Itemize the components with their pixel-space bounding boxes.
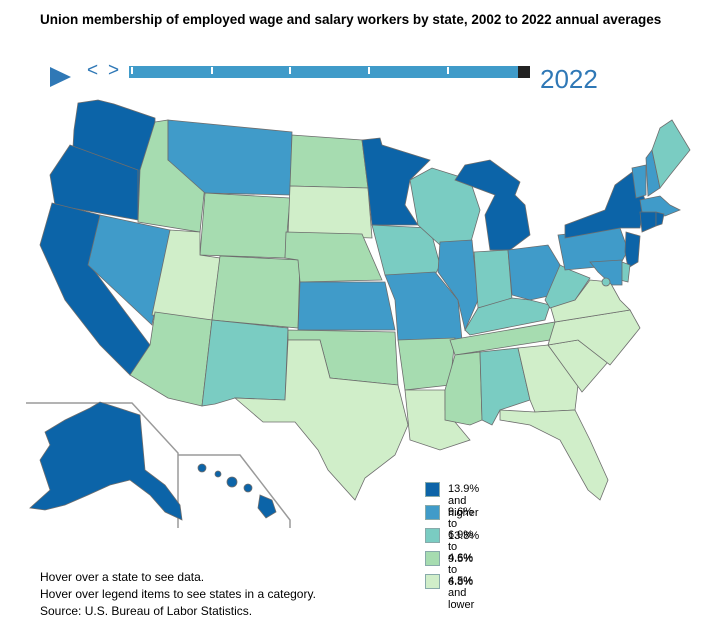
chart-title: Union membership of employed wage and sa… bbox=[40, 12, 662, 27]
legend-swatch bbox=[425, 528, 440, 543]
state-CT[interactable] bbox=[639, 211, 657, 233]
legend-label: 13.9% and higher bbox=[448, 483, 480, 519]
legend-label: 6.9% to 9.5% bbox=[448, 529, 474, 565]
alaska-inset-border bbox=[26, 402, 179, 528]
state-NY[interactable] bbox=[564, 169, 646, 239]
state-FL[interactable] bbox=[499, 409, 609, 501]
state-NE[interactable] bbox=[284, 231, 383, 283]
state-WV[interactable] bbox=[544, 264, 591, 309]
timeline-tick bbox=[289, 67, 291, 74]
state-TX[interactable] bbox=[233, 339, 409, 501]
state-HI-islands[interactable] bbox=[197, 463, 207, 473]
state-MI[interactable] bbox=[454, 159, 531, 251]
state-ME[interactable] bbox=[651, 119, 691, 189]
state-KY[interactable] bbox=[464, 297, 551, 336]
state-DC[interactable] bbox=[601, 277, 611, 287]
state-MN[interactable] bbox=[361, 137, 431, 226]
source-note: Source: U.S. Bureau of Labor Statistics. bbox=[40, 604, 253, 618]
state-HI-islands[interactable] bbox=[214, 470, 222, 478]
state-NV[interactable] bbox=[87, 214, 171, 326]
state-RI[interactable] bbox=[655, 211, 665, 227]
timeline-tick bbox=[447, 67, 449, 74]
timeline-handle[interactable] bbox=[518, 66, 530, 78]
legend-swatch bbox=[425, 482, 440, 497]
hawaii-inset-border bbox=[178, 454, 291, 528]
play-icon[interactable] bbox=[48, 65, 72, 89]
legend-label: 4.6% to 6.8% bbox=[448, 552, 474, 588]
year-label: 2022 bbox=[540, 64, 598, 94]
state-HI-islands[interactable] bbox=[243, 483, 253, 493]
state-KS[interactable] bbox=[297, 281, 396, 331]
state-CO[interactable] bbox=[211, 255, 301, 329]
state-HI[interactable] bbox=[257, 494, 277, 519]
state-HI-islands[interactable] bbox=[226, 476, 238, 488]
year-timeline-slider[interactable] bbox=[129, 66, 530, 78]
legend-swatch bbox=[425, 551, 440, 566]
legend-label: 4.5% and lower bbox=[448, 575, 475, 611]
state-MD[interactable] bbox=[589, 259, 623, 286]
state-WI[interactable] bbox=[409, 167, 481, 246]
legend-swatch bbox=[425, 505, 440, 520]
previous-year-button[interactable]: < bbox=[87, 60, 99, 81]
hover-legend-note: Hover over legend items to see states in… bbox=[40, 587, 316, 601]
timeline-tick bbox=[131, 67, 133, 74]
state-AK[interactable] bbox=[29, 401, 183, 521]
legend-swatch bbox=[425, 574, 440, 589]
hover-state-note: Hover over a state to see data. bbox=[40, 570, 205, 584]
state-SD[interactable] bbox=[287, 185, 373, 239]
state-OR[interactable] bbox=[49, 144, 139, 221]
footnotes: Hover over a state to see data. Hover ov… bbox=[40, 569, 316, 620]
legend-label: 9.6% to 13.8% bbox=[448, 506, 480, 542]
state-WY[interactable] bbox=[199, 192, 291, 259]
state-AR[interactable] bbox=[397, 337, 456, 391]
state-NJ[interactable] bbox=[624, 231, 641, 269]
state-AZ[interactable] bbox=[129, 311, 213, 407]
state-NM[interactable] bbox=[201, 319, 289, 407]
next-year-button[interactable]: > bbox=[108, 60, 120, 81]
state-ND[interactable] bbox=[289, 134, 369, 189]
timeline-tick bbox=[211, 67, 213, 74]
state-MT[interactable] bbox=[167, 119, 293, 196]
state-VT[interactable] bbox=[631, 164, 647, 199]
timeline-tick bbox=[368, 67, 370, 74]
